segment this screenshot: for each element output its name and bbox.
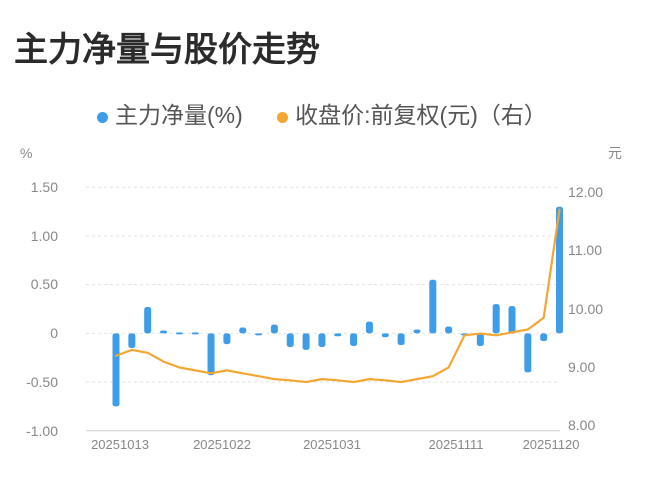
- svg-text:12.00: 12.00: [568, 184, 603, 200]
- svg-text:1.50: 1.50: [31, 179, 58, 195]
- svg-text:0.50: 0.50: [31, 276, 58, 292]
- svg-text:20251111: 20251111: [429, 437, 484, 452]
- svg-text:-0.50: -0.50: [26, 374, 58, 390]
- svg-text:元: 元: [608, 145, 622, 161]
- svg-text:10.00: 10.00: [568, 301, 603, 317]
- svg-text:20251013: 20251013: [91, 437, 149, 452]
- svg-text:1.00: 1.00: [31, 228, 58, 244]
- svg-text:11.00: 11.00: [568, 242, 602, 258]
- svg-text:9.00: 9.00: [568, 359, 595, 375]
- svg-text:20251120: 20251120: [523, 437, 580, 452]
- svg-text:20251022: 20251022: [193, 437, 251, 452]
- svg-text:-1.00: -1.00: [26, 423, 58, 439]
- svg-text:0: 0: [50, 325, 58, 341]
- svg-text:8.00: 8.00: [568, 417, 595, 433]
- svg-text:%: %: [20, 145, 32, 161]
- svg-text:20251031: 20251031: [303, 437, 361, 452]
